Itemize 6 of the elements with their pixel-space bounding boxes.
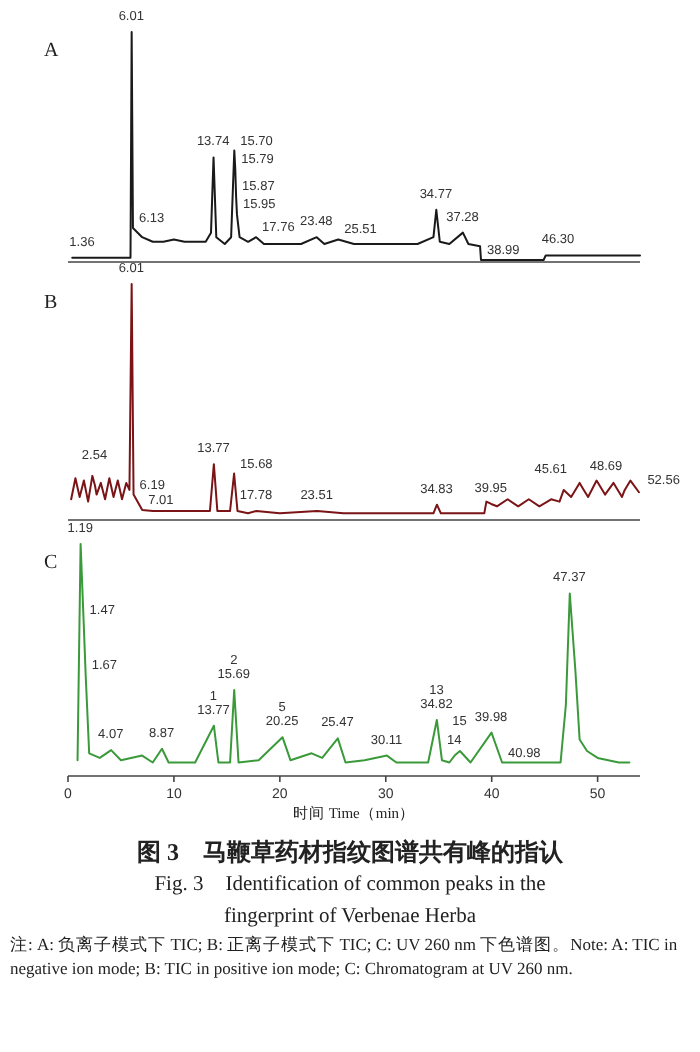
chart-title: C (44, 552, 58, 574)
caption: Fig. 3 Identification of common peaks in the fingerprint of Verbenae Herba (152, 872, 548, 932)
chart-title: B (44, 292, 58, 314)
text: 注: A: 负离子模式下 TIC; B: 正离子模式下 TIC; C: UV 260 nm 下色谱图。Note: A: TIC in negative ion mode; B: TIC in positive ion mode; C: Chromatogram at UV 260 nm. (10, 931, 680, 981)
chart-title: A (44, 40, 60, 62)
caption: 图 3 马鞭草药材指纹图谱共有峰的指认 (135, 836, 565, 870)
